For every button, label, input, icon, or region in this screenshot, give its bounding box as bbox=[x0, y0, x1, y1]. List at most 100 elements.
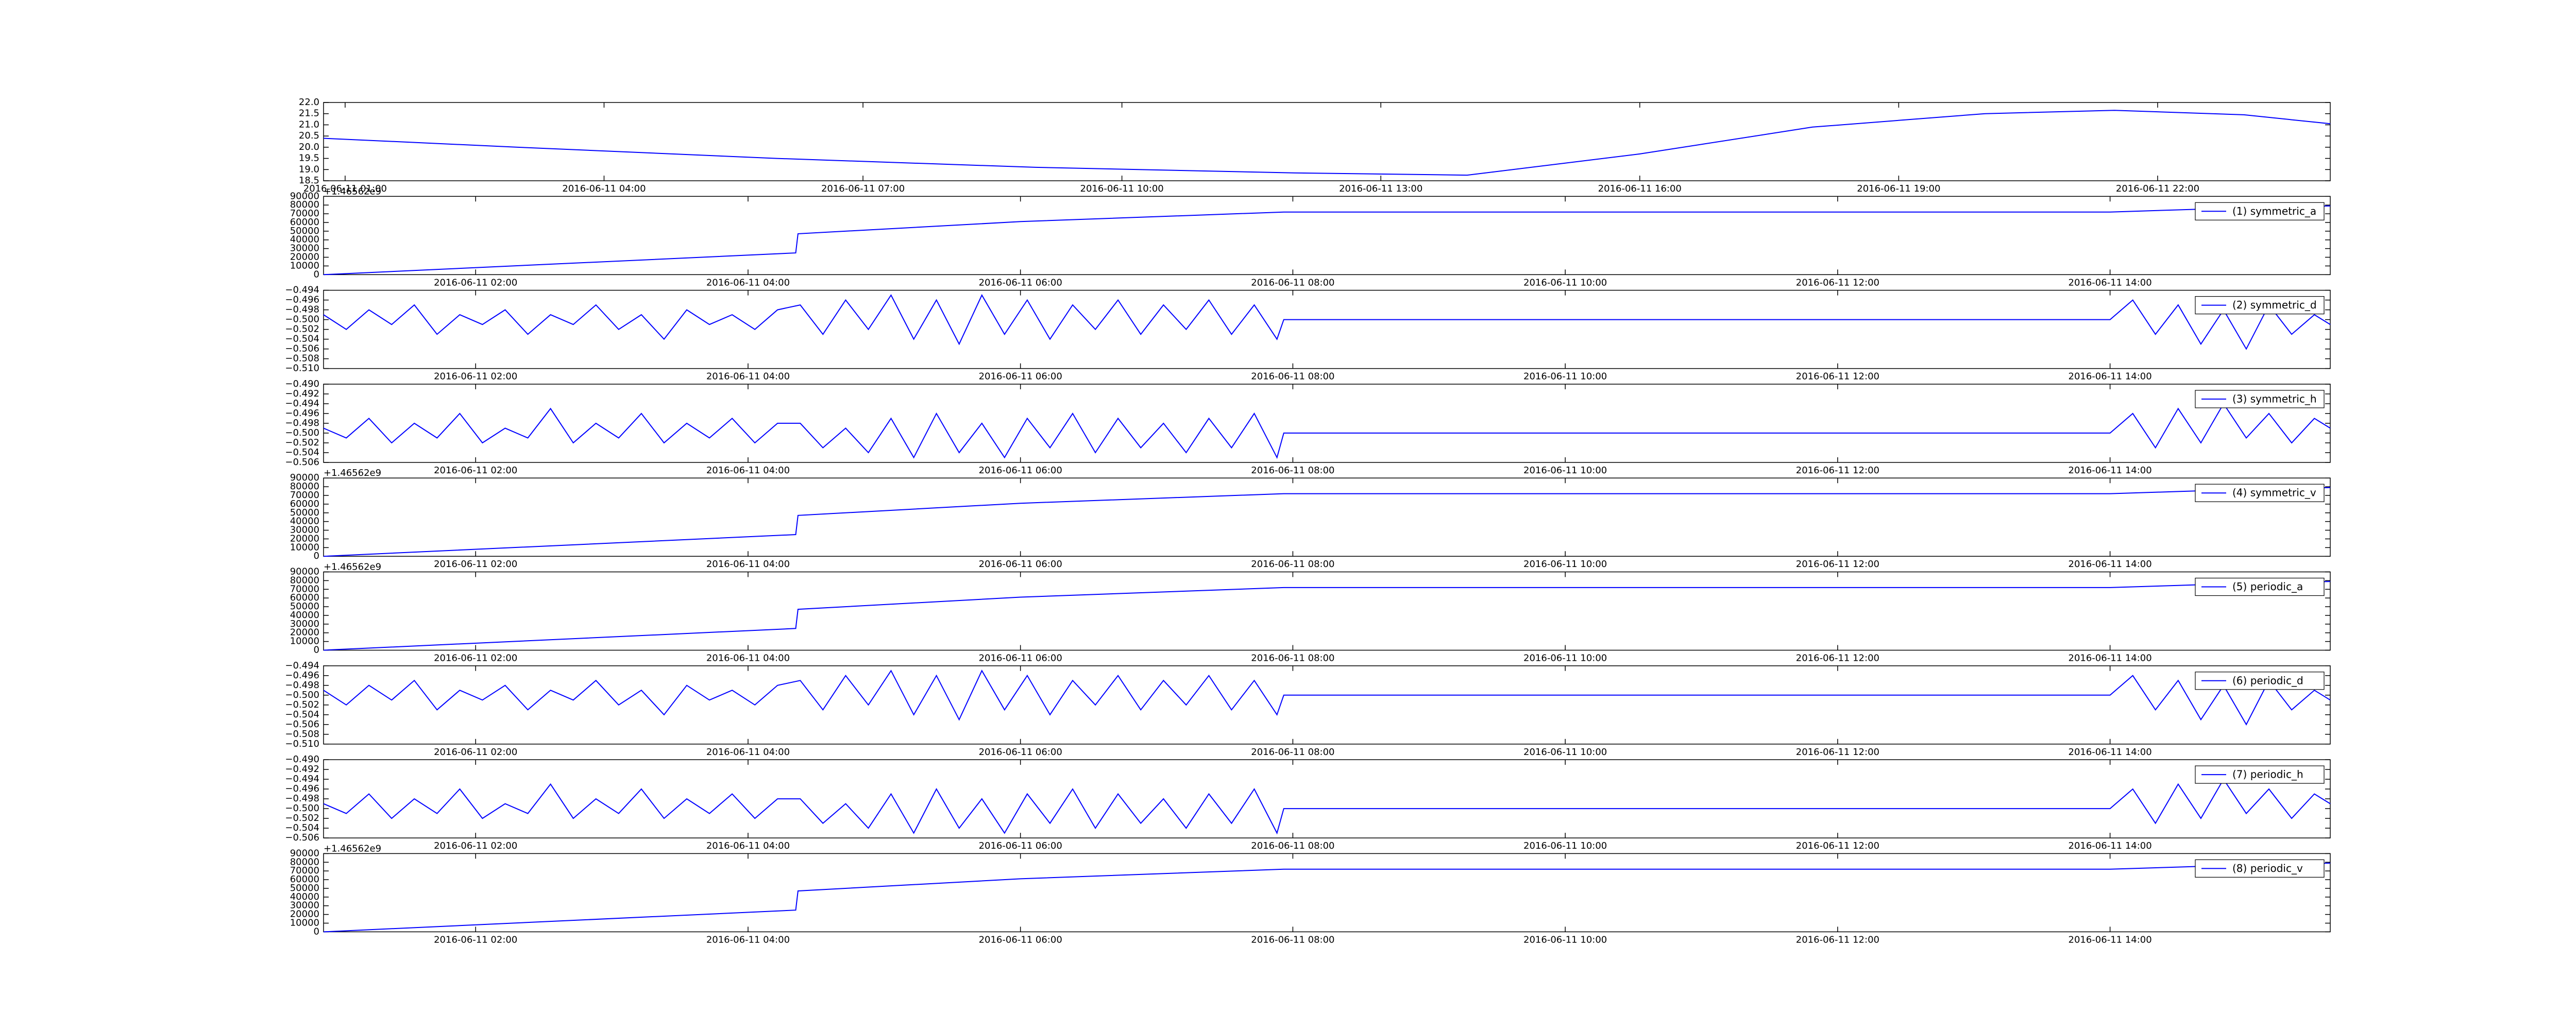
x-tick-label: 2016-06-11 08:00 bbox=[1251, 465, 1334, 476]
y-tick-label: −0.494 bbox=[285, 660, 319, 671]
legend-label: (3) symmetric_h bbox=[2232, 392, 2317, 405]
y-tick-label: −0.504 bbox=[285, 709, 319, 720]
y-tick-label: 40000 bbox=[290, 234, 319, 245]
y-tick-label: 19.0 bbox=[299, 164, 319, 175]
data-line bbox=[323, 670, 2331, 726]
x-tick-label: 2016-06-11 08:00 bbox=[1251, 371, 1334, 382]
x-tick-label: 2016-06-11 13:00 bbox=[1339, 183, 1422, 194]
x-tick-label: 2016-06-11 12:00 bbox=[1796, 653, 1879, 664]
subplot: −0.510−0.508−0.506−0.504−0.502−0.500−0.4… bbox=[285, 285, 2331, 382]
y-tick-label: 20.0 bbox=[299, 142, 319, 152]
x-tick-label: 2016-06-11 06:00 bbox=[979, 559, 1062, 570]
y-tick-label: −0.498 bbox=[285, 793, 319, 804]
y-tick-label: 18.5 bbox=[299, 175, 319, 186]
y-tick-label: 90000 bbox=[290, 472, 319, 483]
y-tick-label: −0.494 bbox=[285, 774, 319, 784]
x-tick-label: 2016-06-11 10:00 bbox=[1080, 183, 1164, 194]
axes-frame bbox=[323, 196, 2331, 276]
x-tick-label: 2016-06-11 04:00 bbox=[706, 747, 790, 758]
y-tick-label: −0.502 bbox=[285, 813, 319, 823]
x-tick-label: 2016-06-11 06:00 bbox=[979, 465, 1062, 476]
x-tick-label: 2016-06-11 06:00 bbox=[979, 840, 1062, 851]
y-tick-label: 70000 bbox=[290, 208, 319, 219]
y-tick-label: −0.510 bbox=[285, 739, 319, 749]
x-tick-label: 2016-06-11 10:00 bbox=[1523, 840, 1607, 851]
y-tick-label: −0.504 bbox=[285, 334, 319, 345]
x-tick-label: 2016-06-11 14:00 bbox=[2069, 747, 2152, 758]
y-tick-label: 10000 bbox=[290, 636, 319, 647]
y-tick-label: 20000 bbox=[290, 627, 319, 638]
subplot: 0100002000030000400005000060000700008000… bbox=[290, 562, 2331, 664]
y-tick-label: −0.502 bbox=[285, 324, 319, 335]
y-tick-label: −0.496 bbox=[285, 783, 319, 794]
x-tick-label: 2016-06-11 04:00 bbox=[706, 934, 790, 945]
y-tick-label: 30000 bbox=[290, 525, 319, 536]
y-tick-label: 30000 bbox=[290, 619, 319, 629]
subplot: 0100002000030000400005000060000700008000… bbox=[290, 186, 2331, 288]
data-line bbox=[323, 778, 2331, 835]
data-line bbox=[323, 403, 2331, 459]
y-tick-label: −0.500 bbox=[285, 803, 319, 814]
subplot: −0.506−0.504−0.502−0.500−0.498−0.496−0.4… bbox=[285, 754, 2331, 851]
subplot: −0.510−0.508−0.506−0.504−0.502−0.500−0.4… bbox=[285, 660, 2331, 758]
y-tick-label: −0.498 bbox=[285, 680, 319, 691]
x-tick-label: 2016-06-11 14:00 bbox=[2069, 277, 2152, 288]
axes-frame bbox=[323, 665, 2331, 745]
subplot: −0.506−0.504−0.502−0.500−0.498−0.496−0.4… bbox=[285, 379, 2331, 476]
offset-text: +1.46562e9 bbox=[324, 843, 381, 854]
y-tick-label: 40000 bbox=[290, 516, 319, 527]
y-tick-label: −0.498 bbox=[285, 418, 319, 428]
y-tick-label: 60000 bbox=[290, 217, 319, 228]
x-tick-label: 2016-06-11 02:00 bbox=[434, 653, 517, 664]
y-tick-label: 22.0 bbox=[299, 97, 319, 108]
y-tick-label: −0.490 bbox=[285, 754, 319, 765]
y-tick-label: −0.506 bbox=[285, 457, 319, 468]
x-tick-label: 2016-06-11 06:00 bbox=[979, 934, 1062, 945]
y-tick-label: 50000 bbox=[290, 883, 319, 894]
y-tick-label: 0 bbox=[314, 645, 319, 656]
x-tick-label: 2016-06-11 04:00 bbox=[706, 840, 790, 851]
x-tick-label: 2016-06-11 04:00 bbox=[706, 559, 790, 570]
y-tick-label: −0.494 bbox=[285, 398, 319, 409]
x-tick-label: 2016-06-11 10:00 bbox=[1523, 465, 1607, 476]
y-tick-label: −0.496 bbox=[285, 408, 319, 419]
x-tick-label: 2016-06-11 14:00 bbox=[2069, 840, 2152, 851]
y-tick-label: 80000 bbox=[290, 575, 319, 586]
x-tick-label: 2016-06-11 19:00 bbox=[1857, 183, 1940, 194]
y-tick-label: 50000 bbox=[290, 507, 319, 518]
y-tick-label: 20.5 bbox=[299, 130, 319, 141]
y-tick-label: 30000 bbox=[290, 900, 319, 911]
x-tick-label: 2016-06-11 14:00 bbox=[2069, 653, 2152, 664]
offset-text: +1.46562e9 bbox=[324, 468, 381, 478]
y-tick-label: 70000 bbox=[290, 490, 319, 501]
y-tick-label: −0.506 bbox=[285, 719, 319, 730]
y-tick-label: 50000 bbox=[290, 601, 319, 612]
x-tick-label: 2016-06-11 02:00 bbox=[434, 840, 517, 851]
y-tick-label: 60000 bbox=[290, 592, 319, 603]
x-tick-label: 2016-06-11 10:00 bbox=[1523, 934, 1607, 945]
x-tick-label: 2016-06-11 04:00 bbox=[562, 183, 646, 194]
legend-label: (4) symmetric_v bbox=[2232, 487, 2316, 499]
y-tick-label: −0.500 bbox=[285, 690, 319, 700]
y-tick-label: 10000 bbox=[290, 260, 319, 271]
y-tick-label: 90000 bbox=[290, 848, 319, 859]
y-tick-label: −0.492 bbox=[285, 764, 319, 775]
y-tick-label: 80000 bbox=[290, 199, 319, 210]
x-tick-label: 2016-06-11 06:00 bbox=[979, 371, 1062, 382]
y-tick-label: −0.496 bbox=[285, 670, 319, 681]
x-tick-label: 2016-06-11 14:00 bbox=[2069, 465, 2152, 476]
y-tick-label: −0.502 bbox=[285, 437, 319, 448]
y-tick-label: 90000 bbox=[290, 191, 319, 201]
y-tick-label: 70000 bbox=[290, 583, 319, 594]
y-tick-label: −0.506 bbox=[285, 832, 319, 843]
x-tick-label: 2016-06-11 06:00 bbox=[979, 277, 1062, 288]
x-tick-label: 2016-06-11 07:00 bbox=[821, 183, 905, 194]
legend-label: (2) symmetric_d bbox=[2232, 299, 2317, 311]
x-tick-label: 2016-06-11 12:00 bbox=[1796, 277, 1879, 288]
y-tick-label: 30000 bbox=[290, 243, 319, 254]
x-tick-label: 2016-06-11 08:00 bbox=[1251, 934, 1334, 945]
legend-label: (1) symmetric_a bbox=[2232, 205, 2316, 217]
subplot: 0100002000030000400005000060000700008000… bbox=[290, 843, 2331, 945]
x-tick-label: 2016-06-11 16:00 bbox=[1598, 183, 1682, 194]
